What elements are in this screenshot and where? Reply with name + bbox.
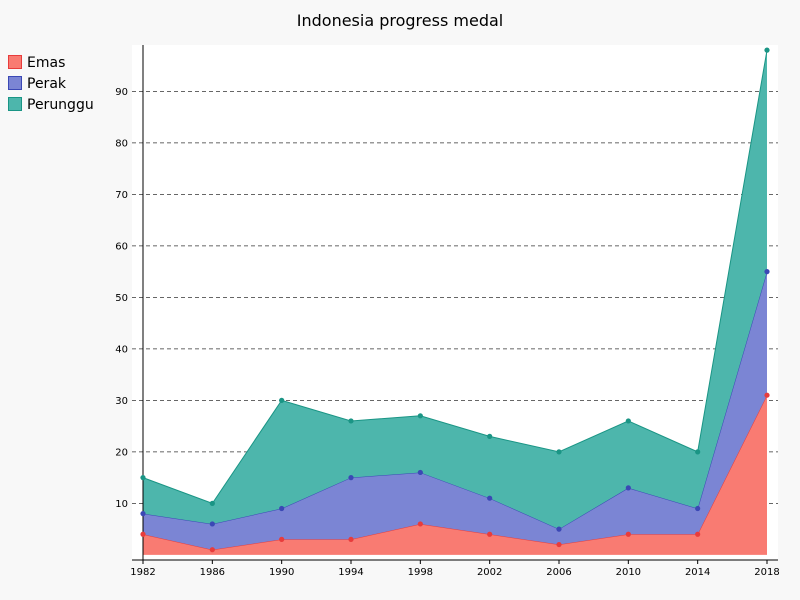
area-perunggu — [143, 50, 767, 530]
legend-label: Emas — [27, 55, 65, 71]
point-emas — [417, 521, 423, 527]
point-perak — [556, 526, 562, 532]
x-tick-label: 1986 — [200, 567, 225, 578]
point-perunggu — [209, 500, 215, 506]
point-perunggu — [764, 47, 770, 53]
point-perunggu — [556, 449, 562, 455]
point-emas — [209, 547, 215, 553]
series-areas — [142, 50, 768, 555]
series-points — [140, 47, 770, 553]
y-tick-label: 60 — [115, 241, 128, 252]
legend-swatch — [8, 97, 22, 111]
point-perunggu — [625, 418, 631, 424]
axes — [132, 45, 778, 564]
y-tick-label: 50 — [115, 293, 128, 304]
chart-title: Indonesia progress medal — [297, 11, 503, 30]
point-perak — [764, 269, 770, 275]
point-emas — [140, 531, 146, 537]
point-perunggu — [140, 475, 146, 481]
point-perunggu — [695, 449, 701, 455]
x-tick-label: 1994 — [338, 567, 363, 578]
x-tick-label: 1998 — [408, 567, 433, 578]
point-perak — [417, 469, 423, 476]
point-emas — [279, 536, 285, 543]
point-perak — [487, 495, 493, 501]
legend-swatch — [8, 76, 22, 90]
tick-labels: 10 20 30 40 50 60 70 80 90 1982 1986 1990 1994 1998 20… — [115, 87, 779, 578]
y-tick-label: 10 — [115, 499, 128, 510]
x-tick-label: 2018 — [754, 567, 779, 578]
legend-label: Perunggu — [27, 97, 94, 113]
line-perunggu — [142, 50, 768, 504]
y-tick-label: 30 — [115, 396, 128, 407]
x-tick-label: 1982 — [130, 567, 155, 578]
point-perak — [348, 475, 354, 481]
x-tick-label: 2014 — [685, 567, 710, 578]
y-tick-label: 80 — [115, 138, 128, 149]
x-tick-label: 2006 — [546, 567, 571, 578]
point-perak — [625, 485, 631, 491]
y-tick-label: 40 — [115, 344, 128, 355]
point-emas — [695, 531, 701, 537]
x-tick-label: 2002 — [477, 567, 502, 578]
y-tick-label: 70 — [115, 190, 128, 201]
legend-label: Perak — [27, 76, 67, 92]
y-tick-label: 90 — [115, 87, 128, 98]
area-emas — [143, 395, 767, 555]
point-emas — [625, 531, 631, 537]
point-emas — [487, 531, 493, 537]
point-perunggu — [279, 397, 285, 403]
x-tick-label: 1990 — [269, 567, 294, 578]
point-perunggu — [348, 418, 354, 424]
legend: Emas Perak Perunggu — [8, 55, 94, 113]
point-perunggu — [487, 433, 493, 439]
point-perunggu — [417, 413, 423, 419]
area-perak — [143, 271, 767, 550]
x-tick-label: 2010 — [616, 567, 641, 578]
point-emas — [556, 541, 562, 548]
y-tick-label: 20 — [115, 447, 128, 458]
point-perak — [279, 505, 285, 512]
legend-swatch — [8, 55, 22, 69]
point-perak — [209, 521, 215, 527]
point-perak — [695, 505, 701, 512]
point-emas — [348, 536, 354, 543]
point-emas — [764, 392, 770, 398]
point-perak — [140, 511, 146, 517]
